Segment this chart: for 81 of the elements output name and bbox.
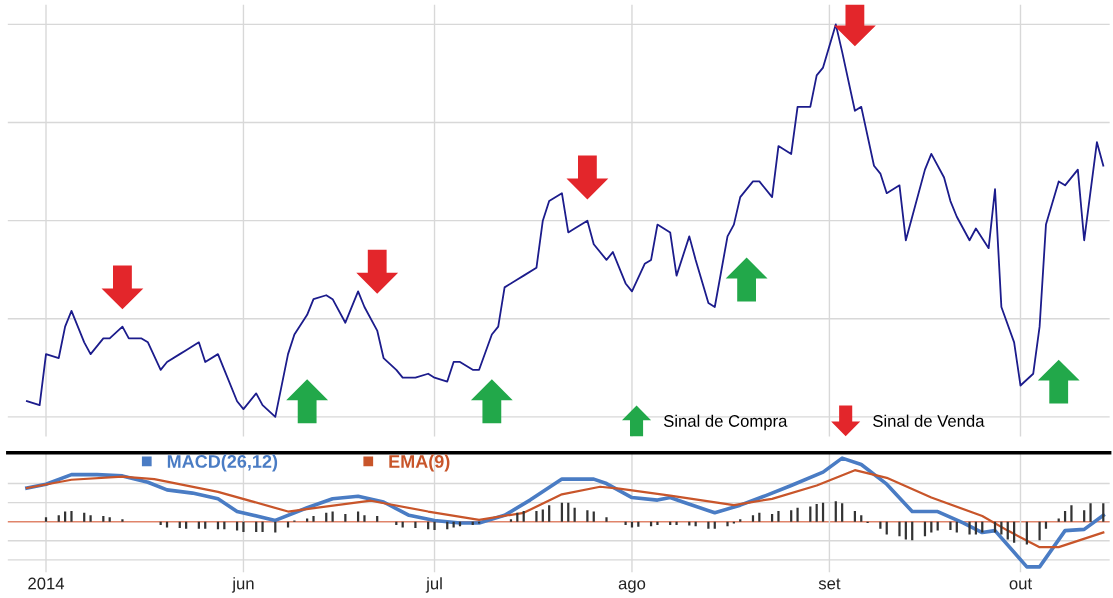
- bar: [834, 501, 837, 522]
- bar: [1070, 505, 1073, 522]
- bar: [1006, 521, 1009, 540]
- bar: [777, 510, 780, 522]
- x-tick-label: 2014: [28, 577, 65, 590]
- bar: [312, 515, 315, 522]
- bar: [83, 512, 86, 522]
- bar: [1025, 521, 1028, 545]
- x-tick-label: jul: [425, 577, 442, 593]
- bar: [102, 515, 105, 522]
- bar: [108, 517, 111, 522]
- bar: [637, 521, 640, 527]
- bar: [853, 510, 857, 522]
- x-tick-label: jun: [231, 577, 254, 593]
- bar: [548, 505, 551, 522]
- point: [725, 257, 768, 302]
- bar: [815, 503, 818, 522]
- point: [1037, 359, 1080, 404]
- point: [101, 265, 144, 310]
- bar: [993, 521, 997, 533]
- bar: [726, 521, 729, 527]
- bar: [1063, 510, 1067, 522]
- bar: [624, 521, 627, 525]
- legend-label: EMA(9): [389, 454, 450, 472]
- bar: [433, 521, 436, 530]
- bar: [344, 514, 347, 522]
- bar: [509, 519, 513, 522]
- bar: [841, 503, 844, 522]
- bar: [770, 514, 774, 522]
- bar: [242, 521, 245, 532]
- bar: [1102, 503, 1105, 522]
- bar: [325, 512, 328, 522]
- x-tick-label: ago: [618, 580, 646, 593]
- bar: [1089, 503, 1092, 522]
- bar: [70, 510, 73, 522]
- bar: [261, 521, 264, 532]
- bar: [121, 519, 124, 522]
- bar: [898, 521, 901, 537]
- bar: [656, 521, 659, 525]
- bar: [796, 507, 799, 522]
- bar: [739, 519, 742, 522]
- bar: [57, 515, 60, 522]
- bar: [586, 510, 589, 522]
- bar: [605, 517, 608, 522]
- point: [566, 155, 609, 200]
- bar: [758, 512, 761, 522]
- bar: [573, 507, 576, 522]
- bar: [675, 521, 678, 525]
- bar: [949, 521, 952, 530]
- bar: [235, 521, 239, 531]
- bar: [904, 521, 907, 540]
- bar: [751, 515, 755, 522]
- x-tick-label: out: [1009, 578, 1032, 590]
- bar: [44, 517, 48, 522]
- bar: [707, 521, 710, 529]
- bar: [535, 510, 538, 522]
- bar: [89, 515, 92, 522]
- bar: [522, 510, 525, 522]
- point: [833, 4, 876, 47]
- x-tick-label: set: [818, 578, 841, 590]
- bar: [1038, 521, 1041, 541]
- bar: [1083, 510, 1086, 522]
- bar: [930, 521, 933, 533]
- bar: [274, 521, 277, 533]
- bar: [516, 512, 519, 522]
- bar: [363, 515, 366, 522]
- bar: [936, 521, 939, 531]
- legend-label: MACD(26,12): [167, 454, 278, 472]
- bar: [790, 510, 793, 522]
- point: [356, 249, 399, 294]
- bar: [809, 506, 812, 522]
- legend-label: Sinal de Venda: [873, 414, 985, 427]
- bar: [376, 515, 379, 522]
- legend-label: Sinal de Compra: [663, 414, 788, 431]
- bar: [414, 521, 417, 529]
- bar: [968, 521, 971, 535]
- bar: [955, 521, 958, 533]
- point: [286, 379, 329, 424]
- bar: [981, 521, 984, 533]
- point: [470, 379, 513, 424]
- bar: [860, 515, 863, 522]
